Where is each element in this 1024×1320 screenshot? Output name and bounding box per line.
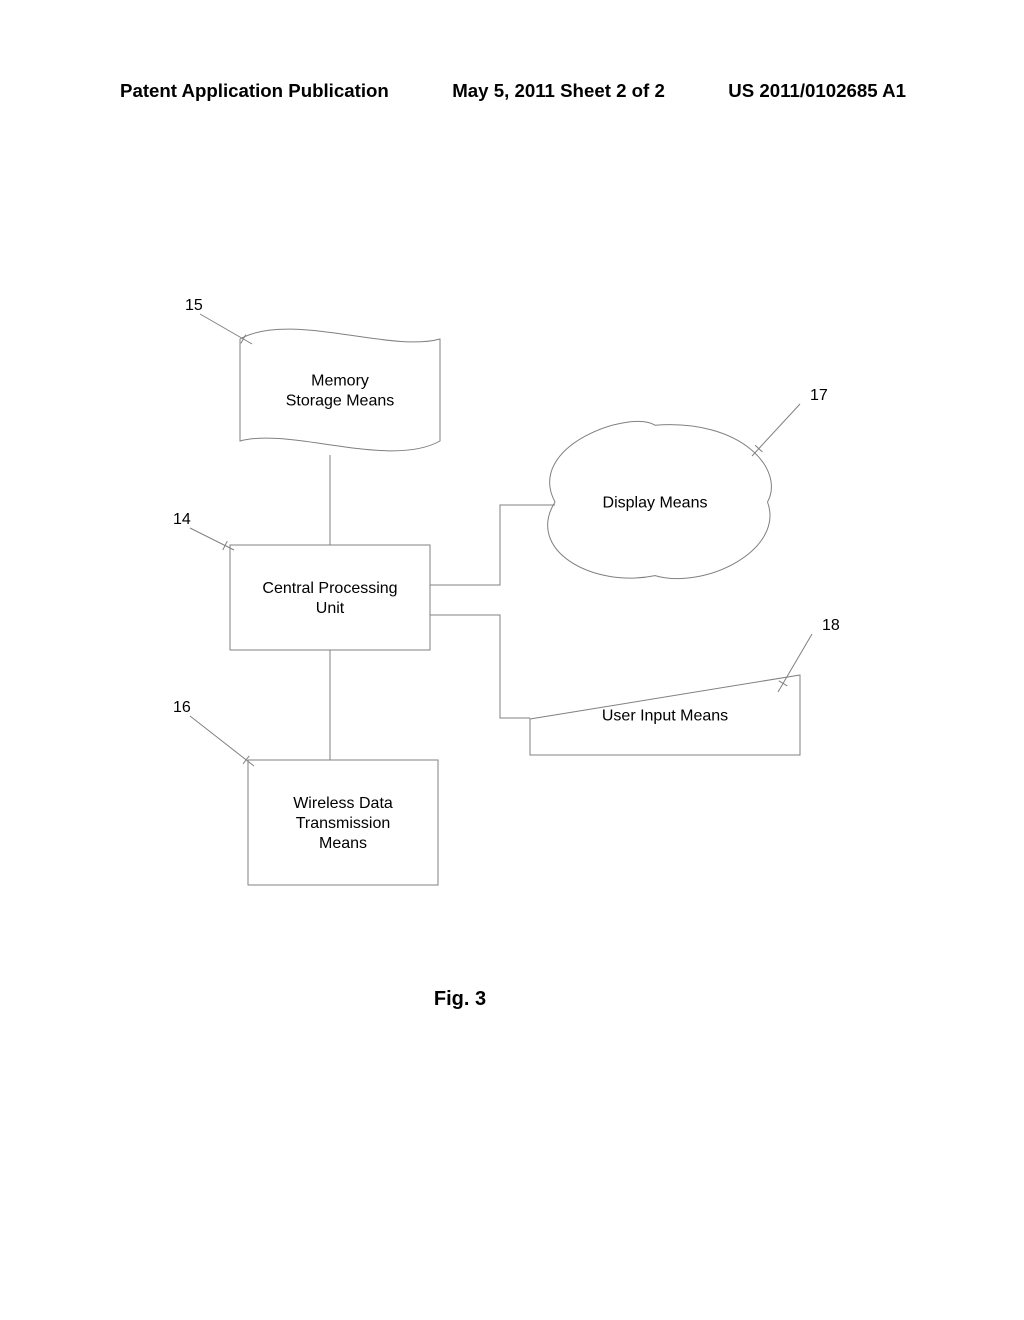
node-label-cpu-line1: Unit xyxy=(316,600,345,617)
ref-label-14: 14 xyxy=(173,511,191,528)
leader-16 xyxy=(190,716,254,766)
node-label-cpu-line0: Central Processing xyxy=(262,580,397,597)
labels-layer: Memory Storage Means 15 Central Processing U… xyxy=(173,297,840,852)
figure-label: Fig. 3 xyxy=(434,988,486,1010)
ref-label-15: 15 xyxy=(185,297,203,314)
node-label-wireless-line2: Means xyxy=(319,835,367,852)
leader-tick-18 xyxy=(779,681,788,686)
ref-label-17: 17 xyxy=(810,387,828,404)
leader-tick-14 xyxy=(223,541,227,550)
connector-cpu-userinput xyxy=(430,615,530,718)
ref-label-16: 16 xyxy=(173,699,191,716)
node-label-memory-line1: Storage Means xyxy=(286,393,395,410)
leader-15 xyxy=(200,314,252,344)
node-cpu xyxy=(230,545,430,650)
node-label-wireless-line0: Wireless Data xyxy=(293,795,393,812)
diagram-svg: Memory Storage Means 15 Central Processing U… xyxy=(0,0,1024,1320)
node-label-display-line0: Display Means xyxy=(603,495,708,512)
leader-14 xyxy=(190,528,234,550)
leader-17 xyxy=(752,404,800,456)
connector-cpu-display xyxy=(430,505,555,585)
edges-layer xyxy=(190,314,812,766)
node-memory xyxy=(240,329,440,451)
page-container: Patent Application Publication May 5, 20… xyxy=(0,0,1024,1320)
node-label-memory-line0: Memory xyxy=(311,373,369,390)
ref-label-18: 18 xyxy=(822,617,840,634)
node-label-userinput-line0: User Input Means xyxy=(602,708,728,725)
node-label-wireless-line1: Transmission xyxy=(296,815,391,832)
